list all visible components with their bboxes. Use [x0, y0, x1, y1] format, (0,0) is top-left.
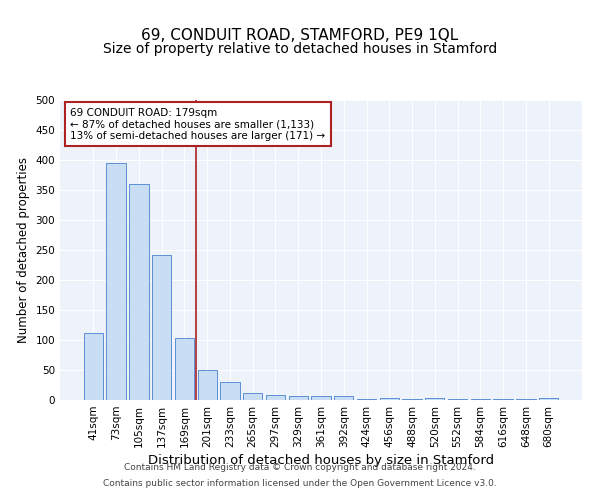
Bar [106, 163, 126, 400]
Text: Contains public sector information licensed under the Open Government Licence v3: Contains public sector information licen… [103, 478, 497, 488]
Y-axis label: Number of detached properties: Number of detached properties [17, 157, 30, 343]
Bar [289, 396, 308, 400]
Bar [175, 338, 194, 400]
Bar [84, 333, 103, 400]
Bar [197, 370, 217, 400]
Bar [220, 382, 239, 400]
Bar [243, 394, 262, 400]
Text: Contains HM Land Registry data © Crown copyright and database right 2024.: Contains HM Land Registry data © Crown c… [124, 464, 476, 472]
Bar [152, 256, 172, 400]
Bar [539, 398, 558, 400]
Bar [380, 398, 399, 400]
Bar [334, 396, 353, 400]
Bar [311, 396, 331, 400]
Bar [425, 398, 445, 400]
Bar [266, 395, 285, 400]
X-axis label: Distribution of detached houses by size in Stamford: Distribution of detached houses by size … [148, 454, 494, 467]
Text: 69, CONDUIT ROAD, STAMFORD, PE9 1QL: 69, CONDUIT ROAD, STAMFORD, PE9 1QL [142, 28, 458, 42]
Text: Size of property relative to detached houses in Stamford: Size of property relative to detached ho… [103, 42, 497, 56]
Bar [129, 184, 149, 400]
Text: 69 CONDUIT ROAD: 179sqm
← 87% of detached houses are smaller (1,133)
13% of semi: 69 CONDUIT ROAD: 179sqm ← 87% of detache… [70, 108, 326, 140]
